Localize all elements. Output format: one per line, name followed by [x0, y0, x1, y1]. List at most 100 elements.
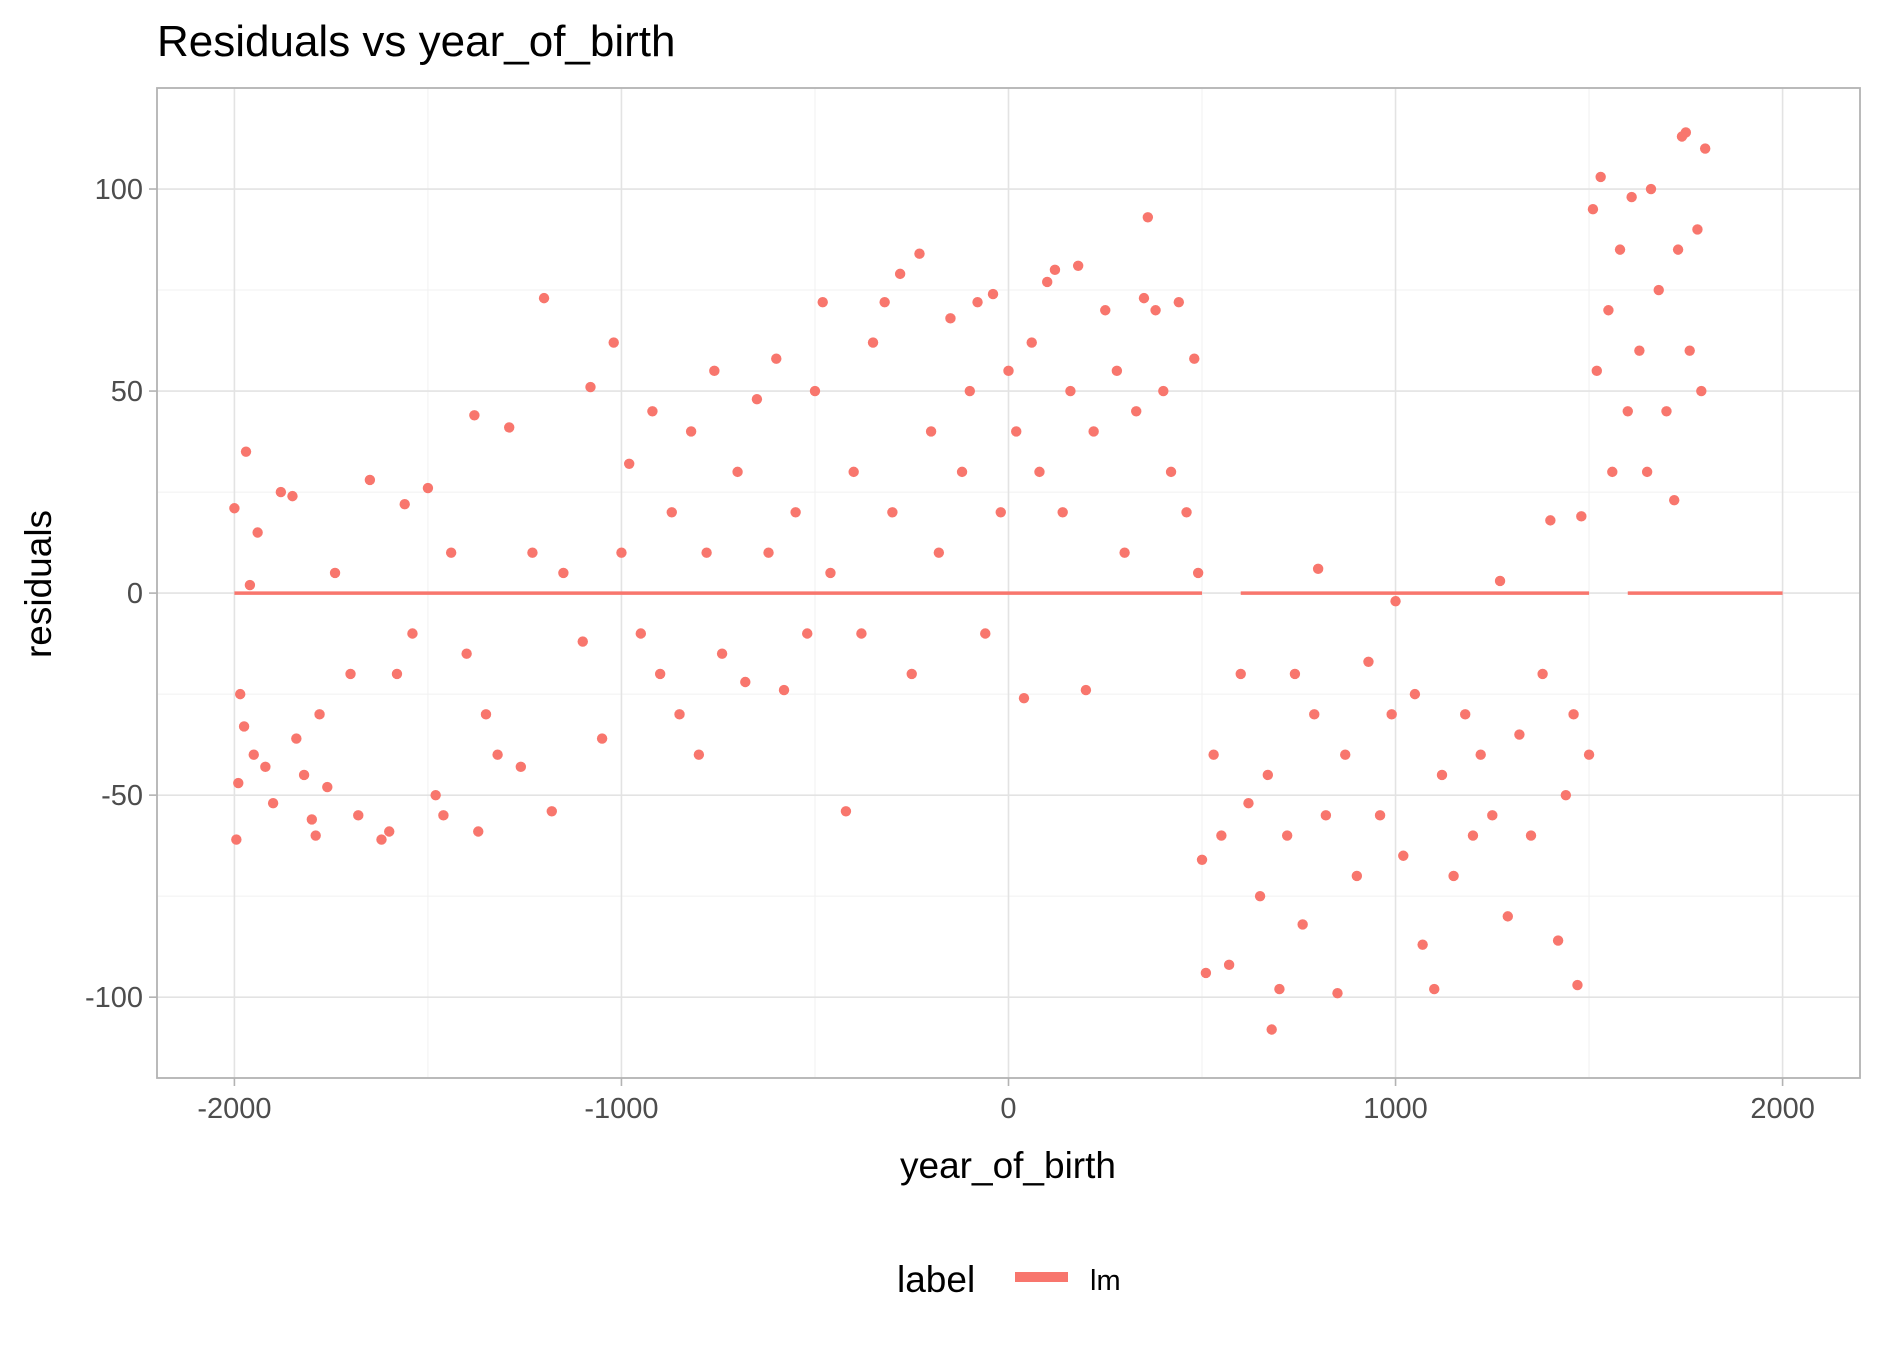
scatter-point [732, 466, 743, 478]
scatter-point [1072, 260, 1084, 271]
scatter-point [1189, 353, 1200, 364]
scatter-point [1173, 296, 1185, 308]
scatter-point [1192, 567, 1204, 579]
scatter-point [1235, 668, 1246, 680]
scatter-point [925, 426, 937, 437]
scatter-point [1448, 870, 1459, 882]
scatter-point [1626, 191, 1637, 203]
scatter-point [527, 547, 538, 558]
scatter-point [1583, 749, 1595, 760]
scatter-point [709, 365, 720, 377]
scatter-point [635, 628, 647, 639]
scatter-point [391, 668, 403, 680]
scatter-point [399, 499, 410, 510]
scatter-point [654, 668, 666, 680]
scatter-point [515, 761, 527, 773]
scatter-point [995, 507, 1006, 518]
scatter-point [1696, 385, 1707, 397]
y-axis-title: residuals [18, 510, 59, 658]
scatter-point [596, 733, 608, 744]
scatter-point [825, 567, 836, 579]
scatter-point [1142, 212, 1154, 223]
scatter-point [1502, 911, 1513, 922]
scatter-point [1196, 854, 1208, 865]
scatter-point [504, 422, 515, 433]
scatter-point [879, 296, 890, 308]
scatter-point [248, 749, 259, 760]
scatter-point [1266, 1024, 1277, 1035]
scatter-point [848, 466, 859, 478]
scatter-point [894, 268, 906, 280]
scatter-point [716, 648, 728, 659]
scatter-point [1003, 365, 1014, 377]
x-tick-label: -1000 [584, 1093, 658, 1125]
scatter-point [353, 810, 364, 821]
scatter-point [364, 474, 376, 486]
scatter-point [867, 337, 879, 348]
x-tick-label: 0 [1000, 1093, 1016, 1125]
scatter-point [240, 446, 252, 457]
scatter-points [229, 127, 1711, 1035]
scatter-point [817, 296, 828, 308]
x-axis-title: year_of_birth [900, 1145, 1116, 1186]
scatter-point [771, 353, 782, 364]
scatter-point [422, 482, 434, 494]
scatter-point [1262, 769, 1274, 781]
scatter-point [244, 579, 256, 591]
scatter-point [275, 486, 287, 498]
scatter-point [235, 688, 246, 700]
scatter-point [314, 709, 325, 720]
scatter-point [585, 381, 596, 393]
y-tick-label: -50 [101, 780, 143, 812]
scatter-point [1320, 810, 1332, 821]
scatter-point [473, 826, 484, 837]
scatter-point [1065, 385, 1076, 397]
scatter-point [1119, 547, 1130, 558]
scatter-point [577, 636, 588, 647]
scatter-point [1587, 204, 1599, 215]
scatter-point [840, 806, 852, 817]
scatter-point [1297, 919, 1308, 930]
scatter-point [964, 385, 975, 397]
scatter-point [945, 313, 956, 324]
scatter-point [778, 684, 790, 696]
scatter-point [685, 426, 697, 437]
scatter-point [1684, 345, 1695, 356]
scatter-point [538, 292, 550, 304]
scatter-point [1100, 305, 1111, 316]
scatter-point [480, 709, 492, 720]
scatter-point [1200, 967, 1212, 979]
scatter-point [1243, 798, 1254, 809]
scatter-point [1398, 850, 1409, 861]
scatter-point [1274, 983, 1285, 995]
scatter-point [298, 769, 310, 781]
scatter-point [1254, 890, 1266, 902]
scatter-point [1680, 127, 1692, 138]
scatter-point [1409, 688, 1421, 700]
major-gridlines [157, 88, 1860, 1078]
scatter-point [306, 814, 318, 825]
scatter-point [1653, 284, 1664, 296]
scatter-point [322, 781, 333, 793]
scatter-point [291, 733, 302, 744]
scatter-point [1669, 494, 1680, 506]
scatter-point [376, 834, 387, 845]
scatter-point [384, 826, 395, 837]
scatter-point [1018, 692, 1030, 704]
scatter-point [1467, 830, 1479, 841]
scatter-point [616, 547, 627, 558]
scatter-point [751, 393, 763, 405]
x-tick-label: 1000 [1363, 1093, 1428, 1125]
scatter-point [1150, 305, 1161, 316]
scatter-point [1080, 684, 1092, 696]
scatter-point [647, 406, 658, 417]
scatter-point [956, 466, 968, 478]
x-tick-label: 2000 [1750, 1093, 1815, 1125]
scatter-point [287, 490, 298, 502]
scatter-point [1634, 345, 1645, 356]
scatter-point [887, 507, 898, 518]
scatter-point [906, 668, 917, 680]
scatter-point [1111, 365, 1123, 377]
scatter-point [1312, 563, 1324, 575]
